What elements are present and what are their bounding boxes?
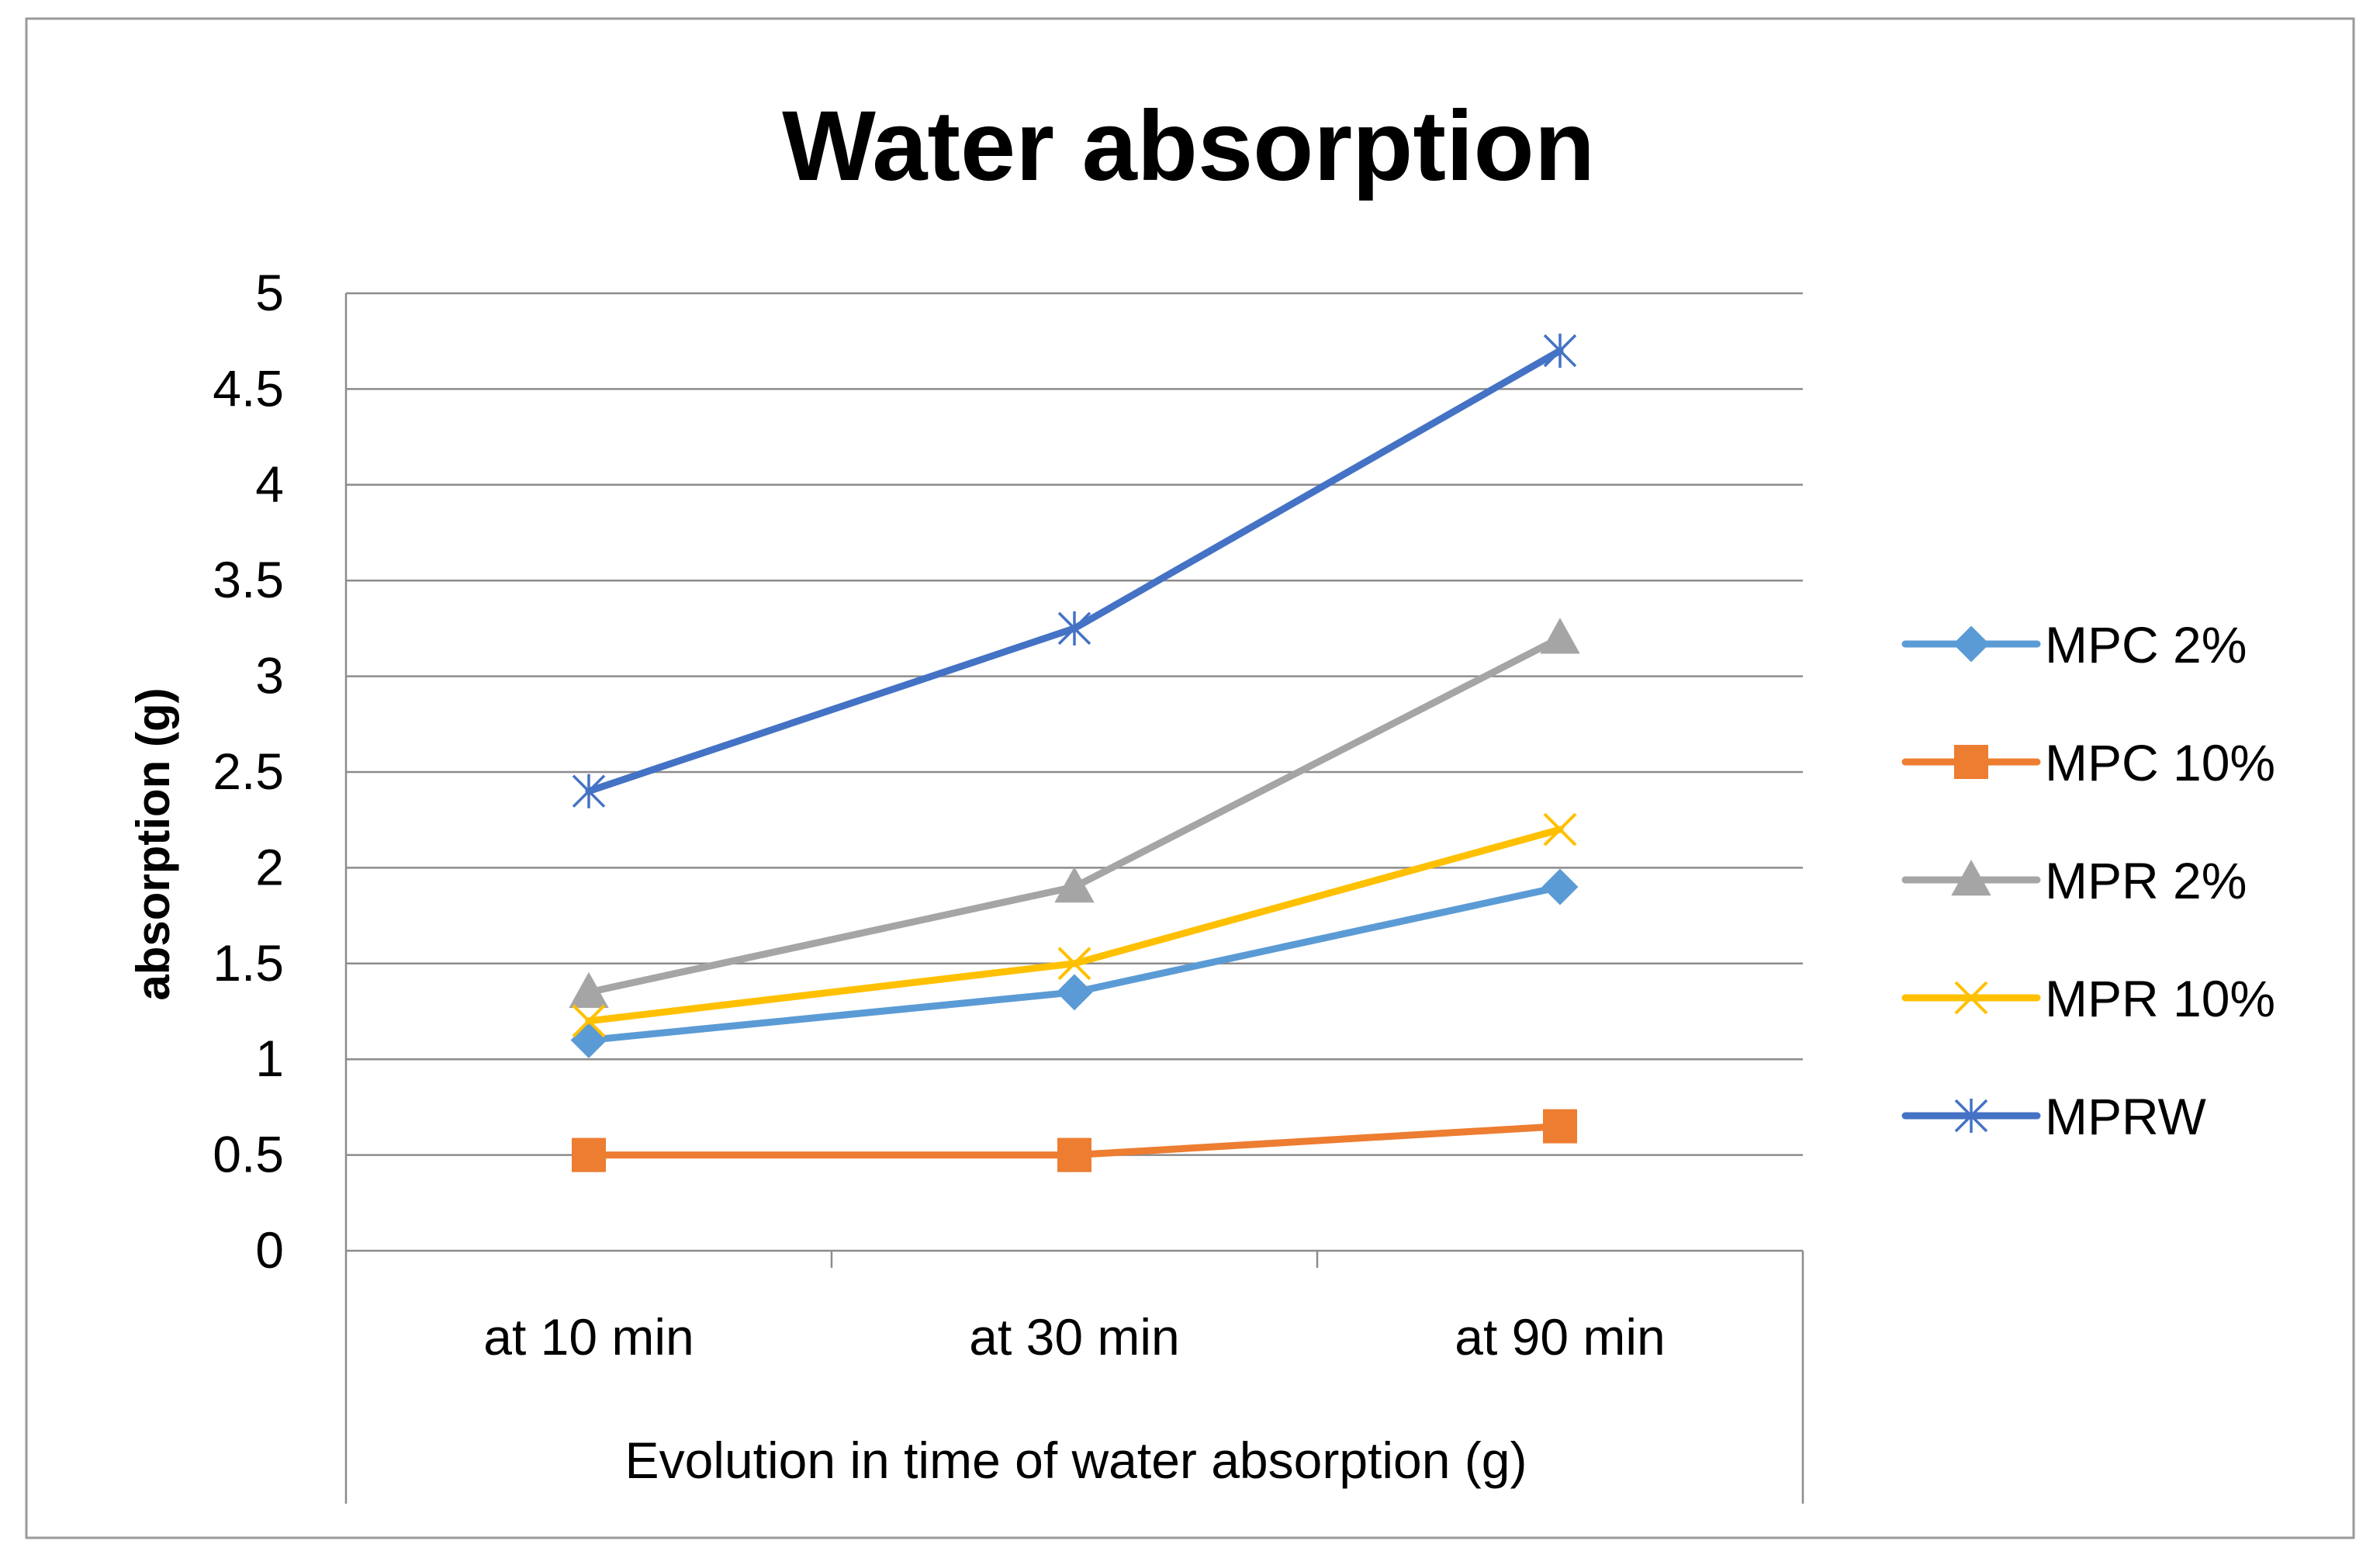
legend-marker: [1954, 745, 1988, 779]
data-point-mpr-10: [1543, 812, 1577, 847]
y-tick-label: 0.5: [213, 1126, 284, 1183]
y-tick-label: 1: [255, 1030, 284, 1087]
data-point-mpc-10: [572, 1137, 606, 1172]
y-tick-label: 3: [255, 647, 284, 705]
x-tick-label: at 10 min: [483, 1308, 694, 1366]
y-axis-label: absorption (g): [127, 687, 179, 1000]
data-point-mpr-2: [1540, 618, 1580, 654]
series-layer: [569, 334, 1580, 1172]
legend-marker: [1954, 1099, 1988, 1133]
y-tick-label: 4.5: [213, 359, 284, 417]
y-tick-label: 3.5: [213, 551, 284, 608]
y-tick-label: 2: [255, 838, 284, 895]
legend-marker: [1951, 859, 1991, 896]
x-tick-label: at 30 min: [969, 1308, 1179, 1366]
series-mprw: [572, 334, 1577, 808]
data-point-mpr-10: [1057, 947, 1091, 981]
chart-border: [25, 17, 2355, 1539]
data-point-mprw: [1057, 611, 1091, 646]
y-tick-label: 2.5: [213, 743, 284, 800]
legend-label: MPR 2%: [2045, 852, 2247, 909]
x-axis-label: Evolution in time of water absorption (g…: [625, 1432, 1527, 1489]
legend-item-mpr-2: MPR 2%: [1901, 852, 2247, 909]
data-point-mpc-10: [1057, 1137, 1091, 1172]
y-tick-label: 4: [255, 455, 284, 513]
legend-item-mpc-2: MPC 2%: [1901, 616, 2247, 673]
data-point-mpc-2: [1056, 974, 1093, 1011]
series-mpc-10: [572, 1109, 1577, 1172]
x-tick-label: at 90 min: [1455, 1308, 1665, 1366]
data-point-mpc-2: [1541, 868, 1579, 905]
legend: MPC 2% MPC 10% MPR 2% MPR 10% MPRW: [1901, 616, 2275, 1145]
y-tick-label: 0: [255, 1221, 284, 1279]
legend-label: MPC 2%: [2045, 616, 2247, 673]
legend-marker: [1953, 625, 1990, 663]
y-axis-ticks: 0 0.5 1 1.5 2 2.5 3 3.5 4 4.5 5: [213, 264, 284, 1279]
legend-item-mpr-10: MPR 10%: [1901, 970, 2275, 1027]
y-tick-label: 5: [255, 264, 284, 321]
data-point-mpr-2: [1054, 867, 1095, 903]
legend-label: MPC 10%: [2045, 734, 2275, 791]
legend-marker: [1954, 981, 1988, 1015]
axes: [344, 293, 1804, 1504]
data-point-mprw: [572, 774, 606, 808]
data-point-mpr-2: [569, 971, 609, 1009]
legend-label: MPR 10%: [2045, 970, 2275, 1027]
x-axis-ticks: at 10 min at 30 min at 90 min: [483, 1308, 1665, 1366]
y-tick-label: 1.5: [213, 934, 284, 992]
legend-label: MPRW: [2045, 1088, 2206, 1145]
series-mpr-10: [572, 812, 1577, 1038]
data-point-mprw: [1543, 334, 1577, 369]
series-mpr-2: [569, 618, 1580, 1009]
chart-title: Water absorption: [782, 91, 1595, 202]
data-point-mpr-10: [572, 1004, 606, 1038]
legend-item-mpc-10: MPC 10%: [1901, 734, 2275, 791]
legend-item-mprw: MPRW: [1901, 1088, 2206, 1145]
data-point-mpc-10: [1543, 1109, 1577, 1144]
